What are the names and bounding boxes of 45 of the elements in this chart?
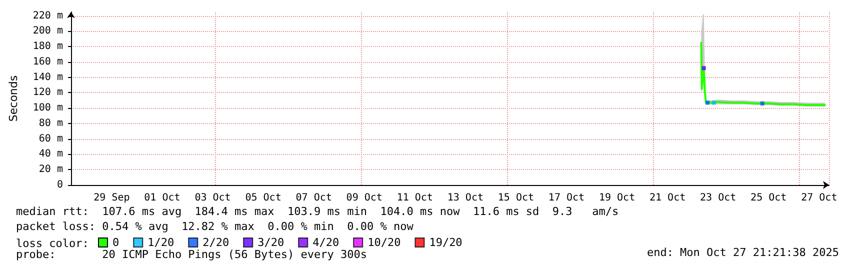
x-tick-label: 09 Oct bbox=[346, 192, 382, 204]
x-tick-label: 03 Oct bbox=[194, 192, 231, 204]
point bbox=[712, 100, 716, 105]
x-tick-label: 11 Oct bbox=[396, 192, 433, 204]
y-tick-label: 100 m bbox=[32, 102, 63, 114]
legend-title: loss color: bbox=[16, 237, 89, 250]
y-tick-label: 20 m bbox=[38, 164, 63, 176]
x-tick-label: 07 Oct bbox=[296, 192, 332, 204]
y-tick-label: 200 m bbox=[32, 26, 63, 37]
legend-label: 2/20 bbox=[202, 236, 230, 249]
x-tick-label: 29 Sep bbox=[94, 192, 130, 204]
y-tick-label: 220 m bbox=[32, 10, 63, 22]
y-tick-label: 60 m bbox=[38, 133, 63, 144]
y-tick-label: 80 m bbox=[38, 118, 63, 129]
line-series bbox=[700, 42, 826, 106]
x-tick-label: 01 Oct bbox=[144, 192, 180, 204]
x-tick-label: 25 Oct bbox=[750, 192, 787, 204]
legend-label: 19/20 bbox=[429, 236, 462, 249]
x-tick-label: 19 Oct bbox=[598, 192, 636, 204]
y-tick-label: 180 m bbox=[32, 41, 63, 52]
x-tick-label: 15 Oct bbox=[498, 192, 534, 204]
point bbox=[760, 102, 764, 106]
x-tick-label: 17 Oct bbox=[548, 192, 585, 204]
x-tick-label: 13 Oct bbox=[447, 192, 484, 204]
y-tick-label: 0 bbox=[56, 180, 63, 190]
y-axis-title: Seconds bbox=[7, 75, 20, 122]
text: end: Mon Oct 27 21:21:38 2025 bbox=[646, 246, 840, 259]
y-tick-label: 40 m bbox=[38, 148, 63, 160]
legend-label: 1/20 bbox=[148, 236, 174, 249]
legend-label: 4/20 bbox=[312, 236, 340, 249]
x-tick-label: 27 Oct bbox=[801, 192, 838, 204]
y-tick-label: 160 m bbox=[32, 56, 63, 68]
x-tick-label: 21 Oct bbox=[649, 192, 686, 204]
y-tick-label: 120 m bbox=[32, 87, 63, 98]
legend-label: 10/20 bbox=[368, 236, 401, 249]
text: packet loss: 0.54 % avg 12.82 % max 0.00 % min 0.00 % now bbox=[16, 220, 414, 233]
point bbox=[702, 66, 706, 70]
x-tick-label: 23 Oct bbox=[700, 192, 736, 204]
x-tick-label: 05 Oct bbox=[245, 192, 282, 204]
legend-label: 3/20 bbox=[258, 236, 284, 249]
text: median rtt: 107.6 ms avg 184.4 ms max 103.9 ms min 104.0 ms now 11.6 ms sd 9.3 am/s bbox=[16, 205, 619, 218]
text: probe: 20 ICMP Echo Pings (56 Bytes) every 300s bbox=[16, 248, 367, 261]
point bbox=[706, 100, 710, 105]
legend-label: 0 bbox=[112, 236, 120, 249]
y-tick-label: 140 m bbox=[32, 72, 63, 83]
